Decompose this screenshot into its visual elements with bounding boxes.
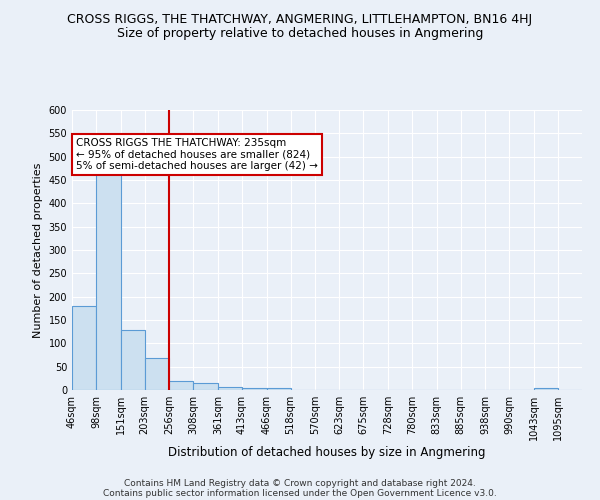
Bar [193,383,218,390]
Bar [96,173,121,390]
Bar [266,388,290,390]
Bar [169,380,193,390]
Text: Size of property relative to detached houses in Angmering: Size of property relative to detached ho… [117,28,483,40]
Text: CROSS RIGGS, THE THATCHWAY, ANGMERING, LITTLEHAMPTON, BN16 4HJ: CROSS RIGGS, THE THATCHWAY, ANGMERING, L… [67,12,533,26]
Y-axis label: Number of detached properties: Number of detached properties [33,162,43,338]
X-axis label: Distribution of detached houses by size in Angmering: Distribution of detached houses by size … [168,446,486,459]
Bar [121,330,145,390]
Bar [145,358,169,390]
Bar [534,388,558,390]
Text: Contains public sector information licensed under the Open Government Licence v3: Contains public sector information licen… [103,488,497,498]
Text: CROSS RIGGS THE THATCHWAY: 235sqm
← 95% of detached houses are smaller (824)
5% : CROSS RIGGS THE THATCHWAY: 235sqm ← 95% … [76,138,318,171]
Bar [218,386,242,390]
Bar [242,388,266,390]
Bar [72,306,96,390]
Text: Contains HM Land Registry data © Crown copyright and database right 2024.: Contains HM Land Registry data © Crown c… [124,478,476,488]
